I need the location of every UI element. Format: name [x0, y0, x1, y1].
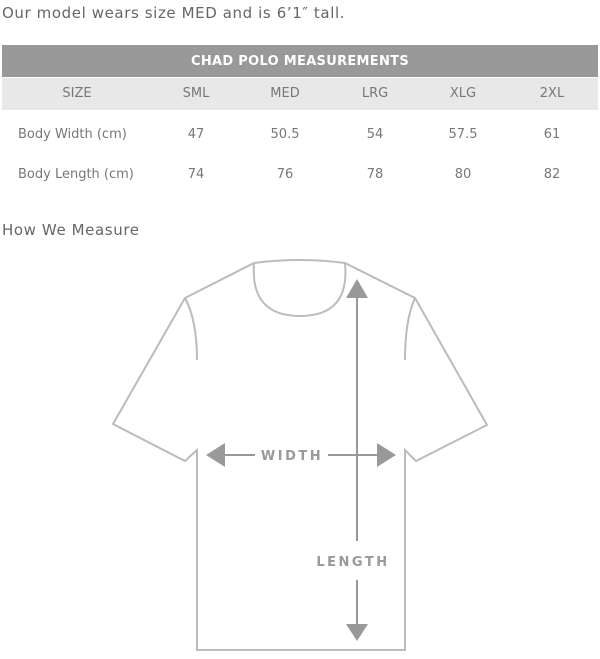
- width-label: WIDTH: [261, 449, 323, 464]
- table-title: CHAD POLO MEASUREMENTS: [2, 45, 598, 77]
- length-arrow-bottom-head: [346, 624, 368, 641]
- cell: 47: [187, 127, 205, 142]
- cell: 76: [276, 167, 294, 182]
- cell: 74: [187, 167, 205, 182]
- length-arrow-top-head: [346, 279, 368, 298]
- header-2xl: 2XL: [539, 86, 565, 101]
- table-row: Body Width (cm) 47 50.5 54 57.5 61: [2, 119, 598, 151]
- header-size: SIZE: [62, 86, 92, 101]
- length-label: LENGTH: [316, 555, 389, 570]
- header-xlg: XLG: [449, 86, 477, 101]
- header-lrg: LRG: [361, 86, 389, 101]
- cell: 57.5: [448, 127, 478, 142]
- row-label: Body Length (cm): [18, 167, 134, 182]
- width-arrow-right-head: [377, 443, 396, 467]
- cell: 80: [454, 167, 472, 182]
- how-we-measure-title: How We Measure: [2, 221, 140, 239]
- cell: 54: [366, 127, 384, 142]
- cell: 61: [543, 127, 561, 142]
- cell: 78: [366, 167, 384, 182]
- cell: 50.5: [270, 127, 300, 142]
- model-size-note: Our model wears size MED and is 6’1″ tal…: [2, 4, 346, 22]
- table-header-row: SIZE SML MED LRG XLG 2XL: [2, 78, 598, 110]
- header-med: MED: [270, 86, 300, 101]
- table-row: Body Length (cm) 74 76 78 80 82: [2, 159, 598, 191]
- header-sml: SML: [182, 86, 210, 101]
- cell: 82: [543, 167, 561, 182]
- shirt-outline: [111, 259, 489, 651]
- row-label: Body Width (cm): [18, 127, 127, 142]
- width-arrow-left-head: [206, 443, 225, 467]
